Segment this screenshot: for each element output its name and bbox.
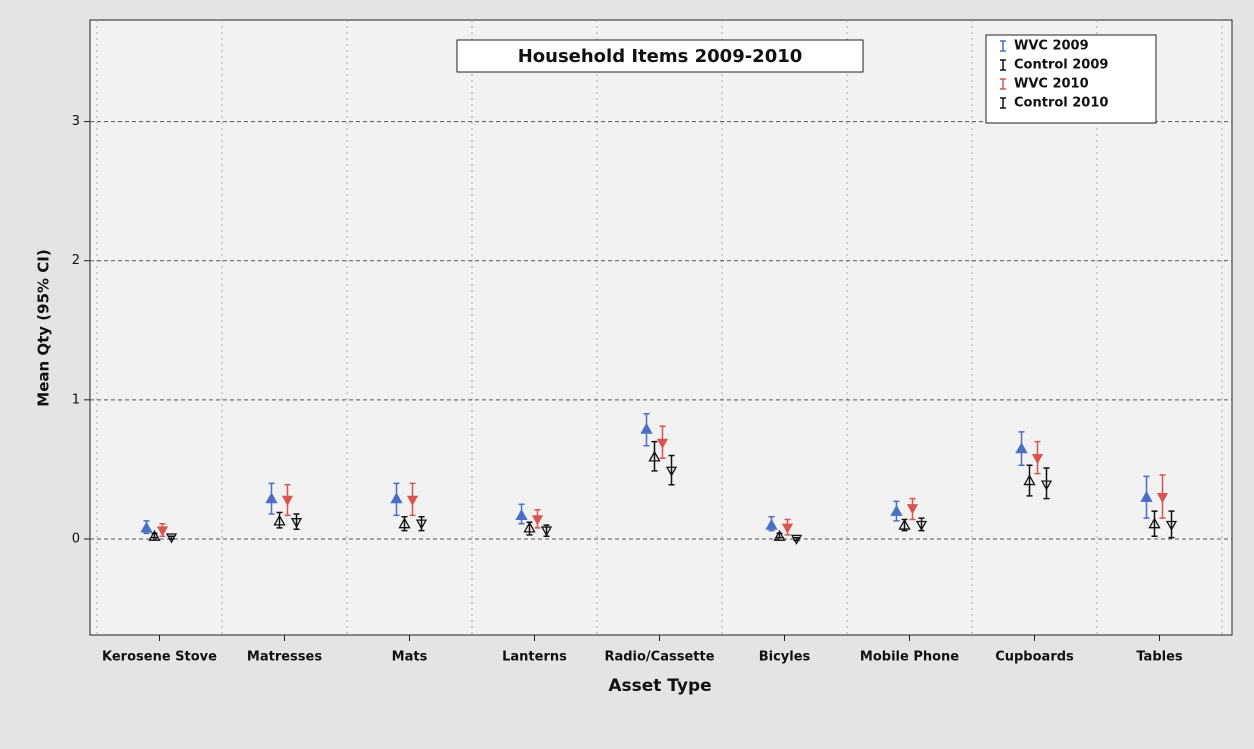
marker (540, 526, 553, 537)
error-bar (1151, 510, 1158, 537)
marker (648, 450, 661, 462)
x-tick-label: Cupboards (995, 650, 1074, 665)
error-bar (1043, 467, 1050, 500)
error-bar (651, 440, 658, 472)
marker (890, 504, 903, 516)
error-bar (776, 532, 783, 539)
grid (90, 20, 1232, 635)
marker (406, 495, 419, 506)
marker (531, 515, 544, 526)
x-tick-label: Matresses (247, 650, 322, 665)
legend-box (985, 34, 1157, 124)
marker (765, 518, 778, 530)
marker (523, 521, 536, 533)
marker (781, 523, 794, 534)
legend-icon (1000, 59, 1006, 71)
marker (265, 492, 278, 504)
marker (665, 466, 678, 477)
error-bar (668, 454, 675, 486)
y-tick-label: 1 (72, 392, 80, 407)
marker (1015, 442, 1028, 454)
chart-title: Household Items 2009-2010 (518, 46, 803, 67)
marker (148, 529, 161, 541)
x-tick-label: Mobile Phone (860, 650, 959, 665)
y-tick-label: 0 (72, 531, 80, 546)
marker (1031, 454, 1044, 465)
legend-label: Control 2010 (1014, 96, 1108, 111)
x-tick-label: Tables (1136, 650, 1183, 665)
marker (1165, 520, 1178, 531)
x-tick-label: Bicyles (759, 650, 811, 665)
marker (1040, 480, 1053, 491)
marker (790, 534, 803, 545)
x-tick-label: Lanterns (502, 650, 567, 665)
marker (773, 529, 786, 541)
marker (140, 521, 153, 533)
marker (906, 504, 919, 515)
marker (898, 518, 911, 530)
legend-icon (1000, 40, 1006, 52)
y-axis-label: Mean Qty (95% CI) (35, 249, 53, 406)
error-bar (1168, 510, 1175, 539)
marker (515, 509, 528, 520)
marker (398, 517, 411, 529)
x-tick-label: Radio/Cassette (604, 650, 714, 665)
error-bar (1026, 464, 1033, 497)
marker (415, 519, 428, 530)
marker (1140, 490, 1153, 502)
legend-icon (1000, 97, 1006, 109)
marker (1023, 474, 1036, 486)
legend-label: WVC 2010 (1014, 77, 1089, 92)
legend-label: WVC 2009 (1014, 39, 1089, 54)
legend-icon (1000, 78, 1006, 90)
marker (165, 533, 178, 544)
marks (140, 413, 1178, 545)
marker (915, 520, 928, 531)
marker (1156, 493, 1169, 504)
y-tick-label: 3 (72, 114, 80, 129)
error-bar (151, 532, 158, 539)
marker (1148, 517, 1161, 529)
y-tick-label: 2 (72, 253, 80, 268)
x-axis-label: Asset Type (608, 676, 711, 696)
x-tick-label: Mats (392, 650, 428, 665)
x-tick-label: Kerosene Stove (102, 650, 217, 665)
marker (640, 422, 653, 434)
marker (273, 514, 286, 526)
marker (390, 492, 403, 504)
legend-label: Control 2009 (1014, 58, 1108, 73)
marker (281, 495, 294, 506)
marker (656, 438, 669, 449)
marker (156, 526, 169, 537)
title-box (456, 39, 864, 73)
marker (290, 518, 303, 529)
